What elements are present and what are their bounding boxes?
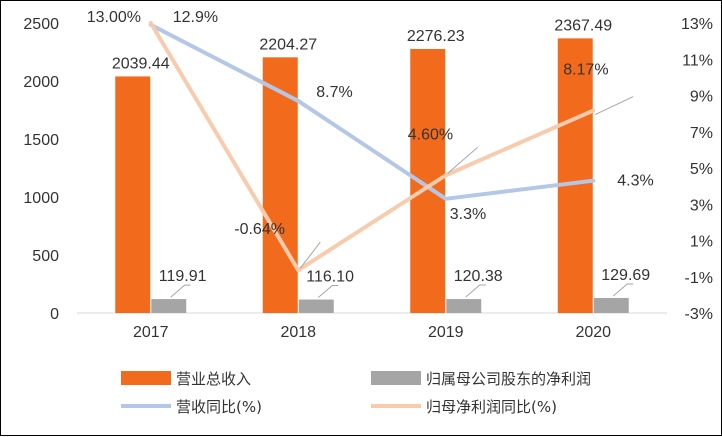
revenue-bar (262, 57, 298, 313)
y-right-tick-label: -1% (685, 270, 713, 287)
revenue-bar (557, 38, 593, 314)
revenue-growth-line (148, 22, 596, 201)
net-profit-growth-data-label: 13.00% (87, 9, 141, 26)
net-profit-growth-leader-line (595, 96, 634, 115)
y-right-tick-label: 3% (690, 197, 713, 214)
revenue-data-label: 2039.44 (112, 55, 170, 72)
y-right-tick-label: 1% (690, 234, 713, 251)
x-tick-label: 2019 (428, 324, 464, 341)
net-profit-bar (151, 299, 187, 313)
revenue-data-label: 2367.49 (554, 17, 612, 34)
y-left-tick-label: 1500 (23, 132, 59, 149)
revenue-bar (115, 76, 151, 313)
legend-net-profit-growth-label: 归母净利润同比(%) (426, 398, 557, 416)
net-profit-growth-data-label: 8.17% (563, 62, 608, 79)
net-profit-data-label: 119.91 (159, 268, 207, 285)
x-tick-label: 2018 (280, 324, 316, 341)
legend-revenue-growth-label: 营收同比(%) (176, 398, 262, 416)
y-left-tick-label: 2000 (23, 74, 59, 91)
net-profit-leader-line (317, 285, 339, 298)
x-tick-label: 2017 (133, 324, 169, 341)
revenue-data-label: 2204.27 (259, 36, 317, 53)
net-profit-growth-leader-line (299, 241, 321, 269)
net-profit-leader-line (612, 283, 634, 297)
legend-revenue-label: 营业总收入 (176, 370, 251, 388)
net-profit-bar (593, 297, 629, 313)
revenue-growth-data-label: 3.3% (450, 206, 486, 223)
revenue-growth-data-label: 8.7% (316, 84, 352, 101)
net-profit-data-label: 129.69 (601, 267, 650, 284)
y-right-tick-label: 7% (690, 125, 713, 142)
net-profit-bar (298, 299, 334, 313)
net-profit-growth-data-label: -0.64% (234, 221, 285, 238)
y-right-tick-label: 9% (690, 89, 713, 106)
y-left-tick-label: 0 (50, 306, 59, 323)
revenue-growth-data-label: 4.3% (617, 173, 653, 190)
net-profit-growth-line (148, 21, 596, 273)
net-profit-leader-line (465, 284, 486, 298)
y-left-tick-label: 2500 (23, 16, 59, 33)
y-left-tick-label: 500 (32, 248, 59, 265)
y-left-tick-label: 1000 (23, 190, 59, 207)
y-right-tick-label: 5% (690, 161, 713, 178)
y-right-tick-label: -3% (685, 306, 713, 323)
net-profit-data-label: 116.10 (306, 269, 354, 286)
net-profit-leader-line (170, 284, 191, 298)
x-tick-label: 2020 (575, 324, 611, 341)
net-profit-data-label: 120.38 (454, 268, 503, 285)
legend-net-profit-swatch (371, 371, 421, 385)
revenue-growth-data-label: 12.9% (173, 9, 218, 26)
y-right-tick-label: 11% (682, 52, 713, 69)
revenue-data-label: 2276.23 (407, 28, 465, 45)
legend-net-profit-label: 归属母公司股东的净利润 (426, 370, 591, 388)
y-right-tick-label: 13% (681, 16, 713, 33)
net-profit-growth-leader-line (447, 146, 479, 174)
net-profit-growth-data-label: 4.60% (408, 126, 453, 143)
net-profit-bar (446, 299, 482, 313)
legend-revenue-swatch (121, 371, 171, 385)
